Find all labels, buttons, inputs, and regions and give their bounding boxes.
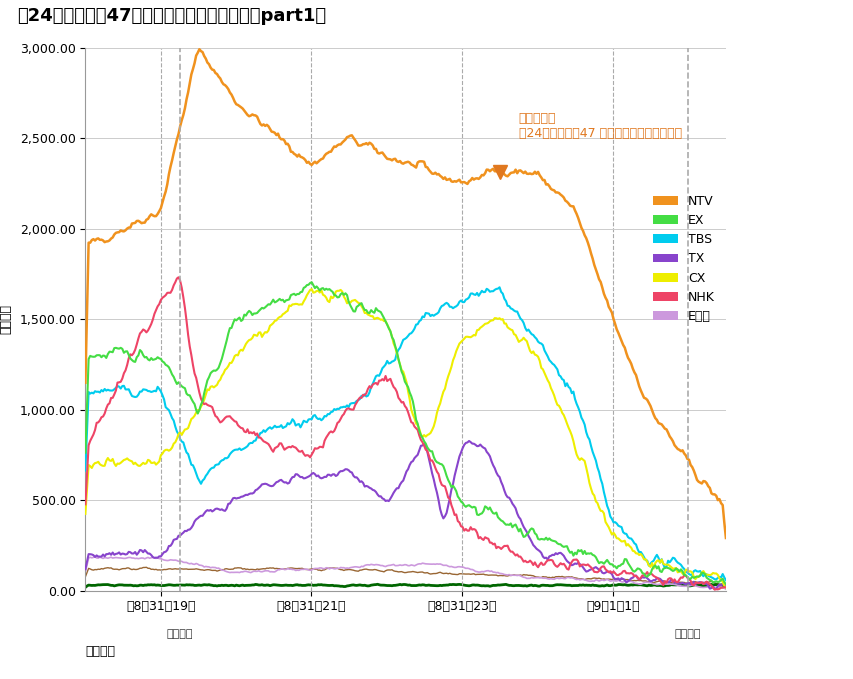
NHK [80,500,90,509]
NHK [543,556,554,564]
TX [157,550,167,558]
Line: CX: CX [85,289,725,587]
CX [306,285,316,293]
NHK [709,585,719,593]
Eテレ [90,553,100,561]
Line: EX: EX [85,282,725,584]
NHK [157,294,167,302]
EX [306,278,316,287]
TX [485,452,495,460]
Text: （時間）: （時間） [85,645,115,658]
TX [334,469,344,477]
TX [547,551,557,559]
TBS [547,360,557,368]
Eテレ [485,568,495,576]
NTV [80,379,90,387]
NHK [290,443,300,452]
TBS [494,283,504,291]
Eテレ [290,566,300,574]
CX [720,583,730,591]
EX [720,580,730,588]
NHK [485,538,495,547]
EX [80,449,90,457]
TBS [483,286,493,294]
TX [80,565,90,573]
Legend: NTV, EX, TBS, TX, CX, NHK, Eテレ: NTV, EX, TBS, TX, CX, NHK, Eテレ [647,189,719,328]
NHK [720,583,730,591]
NTV [335,141,345,149]
TBS [288,417,299,425]
TBS [334,405,344,413]
Text: 〈24時間テレビ47　愛を地球を救うのか？／part1】: 〈24時間テレビ47 愛を地球を救うのか？／part1】 [17,7,326,25]
NHK [335,415,345,423]
Eテレ [159,556,169,564]
NTV [720,534,730,542]
TX [720,582,730,590]
NTV [547,186,557,194]
EX [288,290,299,298]
EX [157,357,167,365]
TX [711,585,721,593]
TX [463,437,473,445]
Text: 終了時刻: 終了時刻 [674,629,700,639]
EX [485,503,495,511]
Eテレ [547,575,557,583]
EX [335,290,345,298]
Line: Eテレ: Eテレ [85,557,725,589]
EX [547,536,557,545]
Text: 日本テレビ
「24時間テレビ47 愛は地球を救うのか？」: 日本テレビ 「24時間テレビ47 愛は地球を救うのか？」 [518,112,681,140]
CX [288,300,299,308]
NTV [485,167,495,175]
Eテレ [720,585,730,593]
Eテレ [80,568,90,576]
Text: 開始時刻: 開始時刻 [166,629,193,639]
Line: NHK: NHK [85,277,725,589]
CX [543,379,554,387]
NTV [543,182,554,190]
Eテレ [543,575,554,583]
CX [80,510,90,518]
TX [288,473,299,481]
Line: NTV: NTV [85,50,725,538]
Eテレ [335,564,345,572]
CX [335,286,345,294]
TBS [157,391,167,399]
NHK [173,273,183,281]
TX [543,552,554,560]
TBS [80,466,90,475]
TBS [543,356,554,364]
Y-axis label: （千人）: （千人） [0,304,13,334]
NTV [157,198,167,206]
CX [485,317,495,325]
EX [543,534,554,543]
CX [547,387,557,395]
Line: TBS: TBS [85,287,725,580]
Line: TX: TX [85,441,725,589]
NTV [290,151,300,159]
TBS [720,576,730,584]
NHK [547,556,557,564]
NTV [194,45,204,54]
CX [157,449,167,458]
